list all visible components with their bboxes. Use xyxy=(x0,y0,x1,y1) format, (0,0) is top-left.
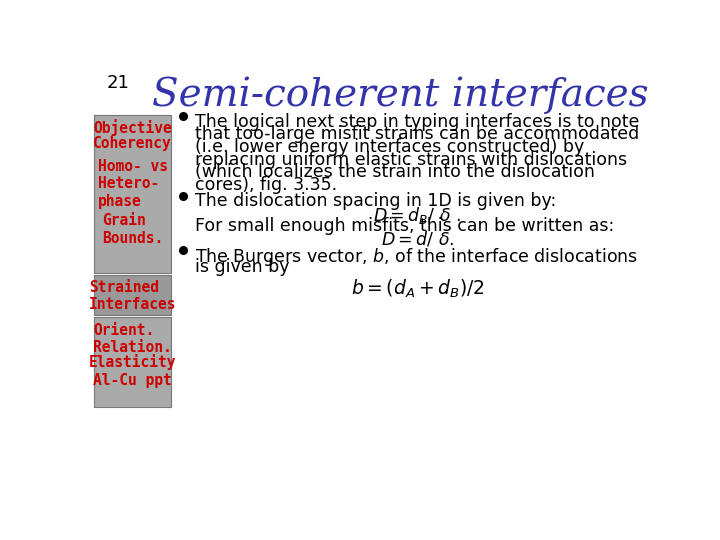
Text: Grain
Bounds.: Grain Bounds. xyxy=(102,213,163,246)
Text: The dislocation spacing in 1D is given by:: The dislocation spacing in 1D is given b… xyxy=(194,192,556,210)
Text: $b = (d_A + d_B)/2$: $b = (d_A + d_B)/2$ xyxy=(351,278,484,300)
Text: For small enough misfits, this can be written as:: For small enough misfits, this can be wr… xyxy=(194,217,614,235)
Text: (i.e. lower energy interfaces constructed) by: (i.e. lower energy interfaces constructe… xyxy=(194,138,584,156)
Text: Semi-coherent interfaces: Semi-coherent interfaces xyxy=(152,76,648,114)
Text: 21: 21 xyxy=(107,74,130,92)
Bar xyxy=(94,115,171,273)
Text: is given by: is given by xyxy=(194,259,289,276)
Text: (which localizes the strain into the dislocation: (which localizes the strain into the dis… xyxy=(194,164,595,181)
Text: Objective: Objective xyxy=(94,119,172,136)
Text: Orient.
Relation.: Orient. Relation. xyxy=(94,323,172,355)
Text: Al-Cu ppt: Al-Cu ppt xyxy=(94,373,172,388)
Bar xyxy=(94,275,171,315)
Bar xyxy=(94,318,171,408)
Text: The logical next step in typing interfaces is to note: The logical next step in typing interfac… xyxy=(194,112,639,131)
Text: Coherency: Coherency xyxy=(94,137,172,151)
Text: $D = d_B/\ \delta\ .$: $D = d_B/\ \delta\ .$ xyxy=(374,205,462,226)
Text: that too-large misfit strains can be accommodated: that too-large misfit strains can be acc… xyxy=(194,125,639,143)
Text: $D = d/\ \delta.$: $D = d/\ \delta.$ xyxy=(381,230,454,249)
Text: cores), fig. 3.35.: cores), fig. 3.35. xyxy=(194,176,337,194)
Text: Strained
Interfaces: Strained Interfaces xyxy=(89,280,176,312)
Text: Homo- vs
Hetero-
phase: Homo- vs Hetero- phase xyxy=(98,159,168,208)
Text: replacing uniform elastic strains with dislocations: replacing uniform elastic strains with d… xyxy=(194,151,626,168)
Text: The Burgers vector, $b$, of the interface dislocations: The Burgers vector, $b$, of the interfac… xyxy=(194,246,638,268)
Text: Elasticity: Elasticity xyxy=(89,354,176,369)
